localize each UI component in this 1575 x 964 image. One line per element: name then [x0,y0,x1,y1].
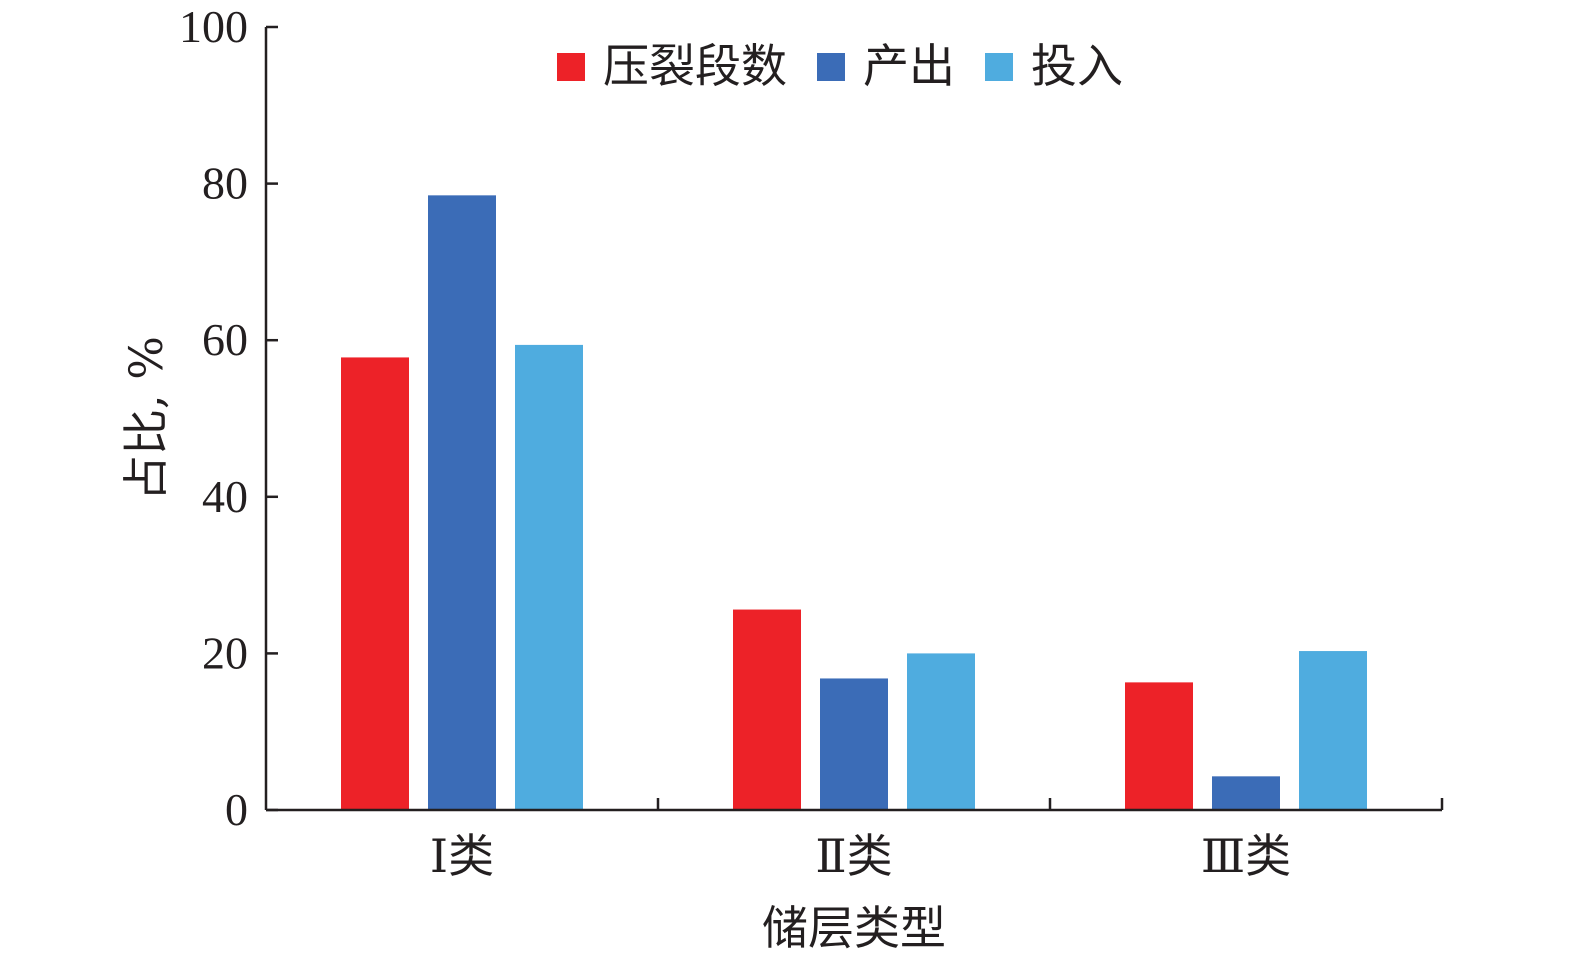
bar-1-2 [733,609,801,810]
x-category-label: Ⅲ类 [1201,829,1291,883]
legend-label-3: 投入 [1031,39,1123,93]
bar-2-3 [1212,776,1280,810]
x-axis-ticks: Ⅰ类 Ⅱ类 Ⅲ类 [430,798,1444,883]
legend-swatch-1 [557,53,585,81]
legend-label-1: 压裂段数 [603,39,787,93]
y-tick-label: 0 [225,784,248,835]
legend-label-2: 产出 [863,39,955,93]
y-tick-label: 40 [202,471,248,522]
x-category-label: Ⅰ类 [430,829,494,883]
bars-group [341,195,1367,811]
y-tick-label: 100 [179,1,248,52]
y-tick-label: 20 [202,627,248,678]
bar-1-3 [1125,682,1193,810]
legend-swatch-3 [985,53,1013,81]
bar-3-3 [1299,651,1367,810]
y-axis-ticks: 0 20 40 60 80 100 [179,1,278,835]
bar-2-1 [428,195,496,811]
y-tick-label: 80 [202,158,248,209]
bar-3-2 [907,653,975,810]
x-axis-title: 储层类型 [762,901,946,955]
legend-swatch-2 [817,53,845,81]
bar-3-1 [515,344,583,810]
y-tick-label: 60 [202,314,248,365]
bar-1-1 [341,357,409,810]
y-axis-title: 占比, % [119,336,173,501]
x-category-label: Ⅱ类 [815,829,892,883]
legend: 压裂段数 产出 投入 [557,39,1123,93]
bar-2-2 [820,678,888,810]
axes-group [264,27,1442,812]
